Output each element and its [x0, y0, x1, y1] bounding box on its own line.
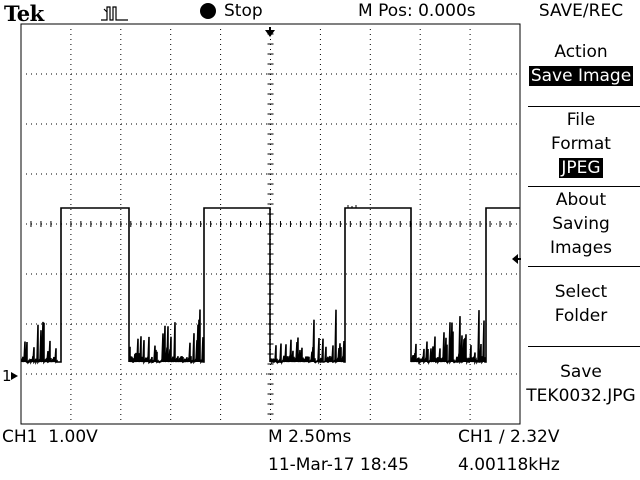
ch1-ground-label: 1: [2, 367, 12, 385]
save-filename: TEK0032.JPG: [526, 386, 636, 406]
frequency-readout: 4.00118kHz: [458, 455, 560, 475]
ch1-trace: [21, 205, 520, 366]
file-format-menu-button[interactable]: File Format JPEG: [522, 108, 640, 180]
run-state: Stop: [224, 1, 263, 21]
ch1-scale: CH1 1.00V: [2, 427, 98, 447]
trigger-setting: CH1 ∕ 2.32V: [458, 427, 560, 447]
menu-divider: [528, 346, 640, 347]
menu-divider: [528, 266, 640, 267]
file-format-value: JPEG: [559, 158, 603, 178]
file-format-label-1: File: [566, 110, 596, 130]
stop-indicator-icon: [200, 3, 216, 19]
trigger-position-marker: [265, 30, 275, 37]
pulse-trigger-icon: [101, 6, 128, 21]
menu-divider: [528, 186, 640, 187]
ch1-waveform: [21, 207, 520, 366]
graticule-grid: [20, 23, 517, 425]
top-bar: Tek Stop M Pos: 0.000s SAVE/REC: [0, 0, 640, 26]
ch1-ground-arrow-icon: [11, 372, 18, 380]
action-label: Action: [554, 42, 608, 62]
about-line-2: Saving: [552, 214, 610, 234]
menu-divider: [528, 106, 640, 107]
action-value: Save Image: [528, 66, 634, 86]
side-menu: Action Save Image File Format JPEG About…: [522, 24, 640, 424]
about-line-3: Images: [549, 238, 613, 258]
select-folder-button[interactable]: Select Folder: [522, 280, 640, 328]
select-line-1: Select: [554, 282, 608, 302]
about-line-1: About: [555, 190, 607, 210]
about-saving-images-button[interactable]: About Saving Images: [522, 188, 640, 260]
save-line-1: Save: [560, 362, 602, 382]
select-line-2: Folder: [554, 306, 608, 326]
save-file-button[interactable]: Save TEK0032.JPG: [522, 360, 640, 408]
date-time: 11-Mar-17 18:45: [268, 455, 409, 475]
menu-title: SAVE/REC: [538, 1, 624, 21]
file-format-label-2: Format: [551, 134, 611, 154]
horizontal-position: M Pos: 0.000s: [358, 1, 476, 21]
brand-logo: Tek: [4, 1, 44, 26]
timebase: M 2.50ms: [268, 427, 352, 447]
action-menu-button[interactable]: Action Save Image: [522, 40, 640, 88]
